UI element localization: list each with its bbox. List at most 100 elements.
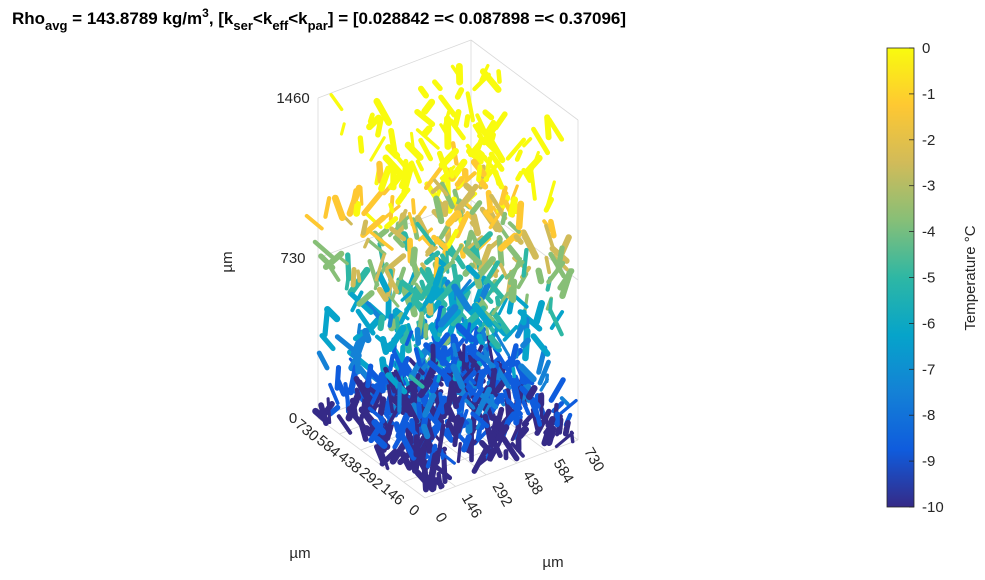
dendrite [347,275,349,289]
dendrite [472,203,479,212]
y-tick-label: 0 [431,510,450,526]
dendrite [418,161,422,169]
colorbar-tick-label: -4 [922,224,935,241]
dendrite [511,200,514,214]
dendrite [425,129,429,134]
dendrite [537,303,542,321]
y-tick-label: 584 [550,456,577,486]
dendrite [365,331,367,339]
dendrite [439,474,441,487]
dendrite [379,164,380,181]
grid-line [318,40,471,98]
dendrite [478,166,479,179]
dendrite [382,375,383,390]
dendrite [503,214,505,223]
dendrite [371,138,384,160]
dendrite [498,396,502,401]
dendrite [397,424,399,430]
colorbar-tick-label: -7 [922,361,935,378]
dendrite [453,389,456,406]
dendrite [547,117,548,137]
x-axis-label: µm [289,545,310,562]
dendrite [435,82,440,88]
dendrite [402,347,403,360]
dendrite [405,221,406,227]
dendrite [513,381,516,397]
dendrite [442,151,455,165]
colorbar-tick-label: -2 [922,132,935,149]
dendrite [492,370,495,391]
dendrite [401,269,404,278]
y-tick-label: 730 [580,445,607,475]
chart-title: Rhoavg = 143.8789 kg/m3, [kser<keff<kpar… [12,6,626,33]
dendrite [539,271,541,281]
dendrite [419,404,420,416]
dendrite [429,303,430,312]
y-axis-label: µm [542,554,563,571]
dendrite [458,444,460,462]
colorbar-tick-label: -1 [922,86,935,103]
dendrite [499,71,500,81]
dendrite [490,450,494,459]
dendrite [454,345,456,355]
dendrite [390,205,392,212]
dendrite [480,372,483,386]
dendrite [454,266,456,277]
z-axis-label: µm [219,251,236,272]
dendrite [510,414,514,419]
dendrite [546,416,547,425]
colorbar-tick-label: -6 [922,315,935,332]
dendrite [381,399,383,413]
dendrite [413,200,414,213]
dendrite [337,368,338,389]
dendrite [516,401,518,423]
colorbar-tick-label: -5 [922,270,935,287]
dendrite [566,423,568,434]
dendrite [519,204,521,227]
dendrite [413,250,414,264]
dendrite [449,214,458,224]
dendrite [342,124,345,134]
dendrite [307,216,322,229]
dendrite [325,198,329,217]
dendrite [421,89,426,96]
dendrite [466,186,471,190]
dendrite [335,198,342,217]
dendrite [359,325,360,333]
dendrite [486,159,489,180]
dendrite [429,441,430,451]
dendrite [442,451,443,459]
dendrite [360,416,362,423]
dendrite [328,399,330,423]
dendrite [534,336,548,354]
dendrite [513,369,514,377]
dendrite [364,193,381,213]
colorbar-tick-label: -9 [922,453,935,470]
dendrite [418,330,419,343]
dendrite [546,258,549,273]
dendrite [325,311,327,335]
dendrite [425,102,432,111]
x-tick-label: 0 [405,501,422,519]
dendrite [360,138,361,151]
dendrite [458,420,462,431]
z-tick-label: 730 [280,250,305,267]
dendrite [397,318,398,331]
dendrite [353,401,355,416]
dendrite [390,356,392,369]
dendrite [524,414,533,424]
dendrite [363,222,365,233]
dendrite [426,325,427,336]
dendrite [532,172,535,199]
dendrite [463,345,464,370]
colorbar-tick-label: 0 [922,40,930,57]
dendrite [353,269,354,285]
y-tick-label: 438 [519,468,546,498]
dendrite [322,336,333,349]
dendrite [424,427,427,436]
y-tick-label: 146 [458,491,485,521]
colorbar-tick-label: -3 [922,178,935,195]
dendrite [451,169,452,176]
dendrite [498,383,503,390]
dendrite [383,339,386,352]
